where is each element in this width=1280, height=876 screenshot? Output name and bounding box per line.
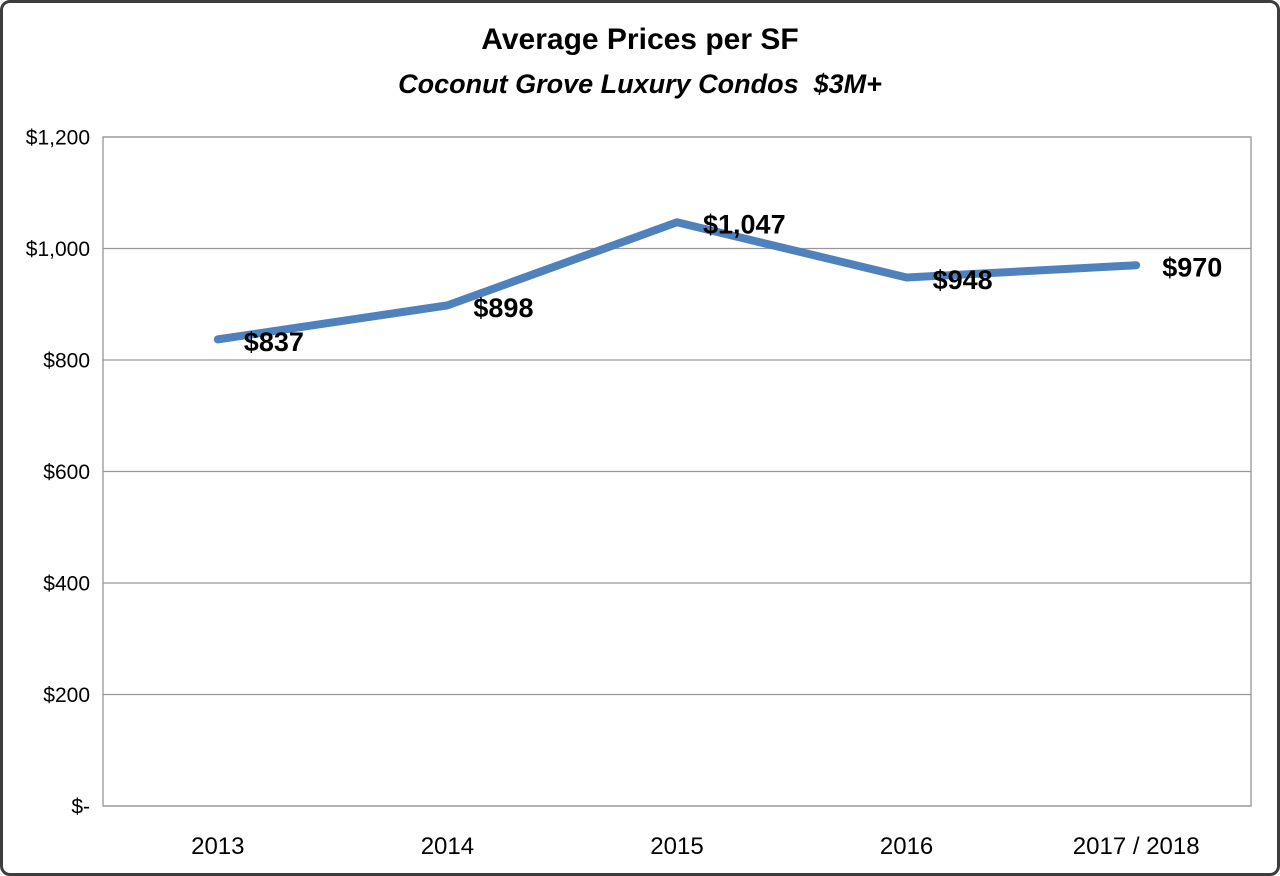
x-axis-label-2: 2015 — [650, 833, 703, 860]
plot-border — [102, 136, 1252, 807]
data-label-2016: $948 — [933, 265, 993, 295]
chart-subtitle: Coconut Grove Luxury Condos $3M+ — [398, 69, 882, 99]
x-axis-label-0: 2013 — [191, 833, 244, 860]
data-label-2014: $898 — [473, 293, 533, 323]
y-tick-label-800: $800 — [43, 349, 90, 372]
data-label-2015: $1,047 — [703, 210, 786, 240]
y-tick-label-1200: $1,200 — [26, 126, 90, 149]
y-tick-label-200: $200 — [43, 684, 90, 707]
y-tick-label-400: $400 — [43, 572, 90, 595]
chart-title: Average Prices per SF — [481, 23, 799, 56]
data-label-2017-2018: $970 — [1162, 253, 1222, 283]
price-line-series — [213, 218, 1141, 344]
x-axis-label-3: 2016 — [880, 833, 933, 860]
x-axis-label-1: 2014 — [421, 833, 474, 860]
chart-canvas: $- $200 $400 $600 $800 $1,000 $1,200 2013 2014 20… — [26, 126, 1252, 860]
y-tick-label-1000: $1,000 — [26, 238, 90, 261]
data-label-2013: $837 — [244, 327, 304, 357]
y-tick-label-0: $- — [71, 795, 90, 818]
y-tick-label-600: $600 — [43, 461, 90, 484]
x-axis-label-4: 2017 / 2018 — [1073, 833, 1200, 860]
